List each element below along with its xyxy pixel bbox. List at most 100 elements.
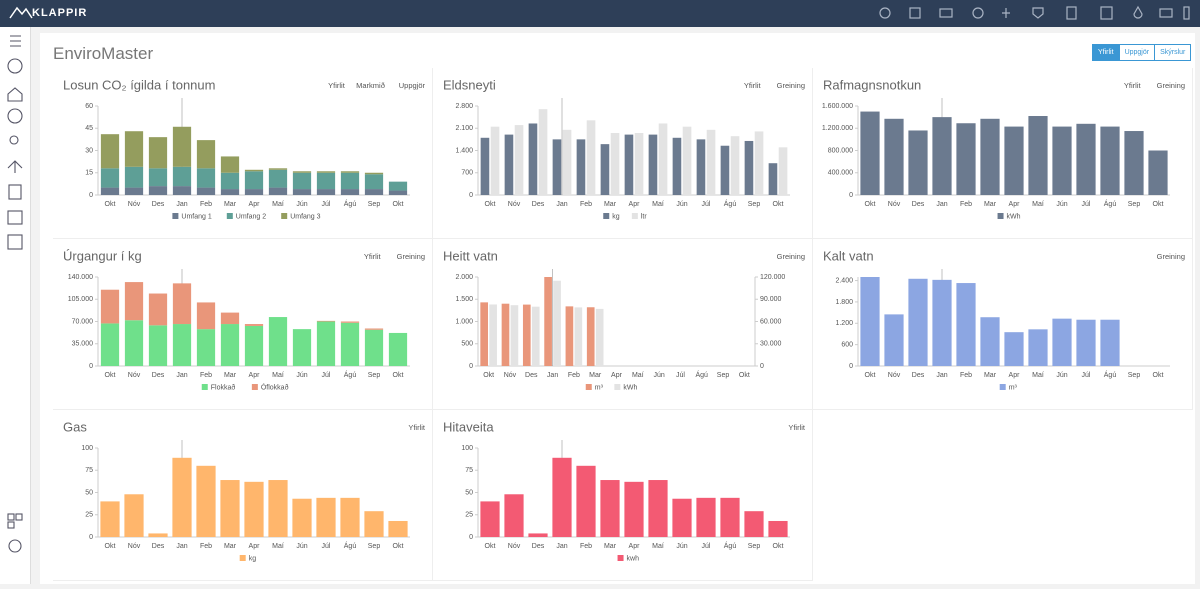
- bar: [565, 306, 574, 366]
- x-tick-label: Maí: [272, 543, 284, 550]
- x-tick-label: Maí: [652, 543, 664, 550]
- bar-segment: [172, 324, 192, 366]
- tab[interactable]: Yfirlit: [1092, 44, 1120, 61]
- x-tick-label: Mar: [224, 201, 237, 208]
- bar: [932, 279, 952, 366]
- legend-swatch: [281, 213, 288, 219]
- legend-swatch: [999, 384, 1006, 390]
- panel-link[interactable]: Greining: [777, 252, 805, 261]
- x-tick-label: Feb: [568, 372, 580, 379]
- bar: [504, 494, 524, 537]
- y-tick-label: 1.800: [835, 299, 853, 306]
- panel-link[interactable]: Yfirlit: [788, 423, 806, 432]
- bar-segment: [196, 329, 216, 366]
- x-tick-label: Feb: [200, 543, 212, 550]
- x-tick-label: Apr: [1009, 201, 1021, 208]
- chart-panel: Losun CO₂ ígilda í tonnum Uppgjör Markmið Y…: [53, 68, 433, 239]
- x-tick-label: Sep: [368, 201, 381, 208]
- x-tick-label: Sep: [717, 372, 730, 379]
- panel-link[interactable]: Yfirlit: [408, 423, 426, 432]
- x-tick-label: Feb: [200, 201, 212, 208]
- x-tick-label: Maí: [272, 372, 284, 379]
- top-icons: [879, 5, 1190, 20]
- y-tick-label: 0: [89, 192, 93, 199]
- chart-panel: Úrgangur í kg Greining Yfirlit 0 35.000 70.00…: [53, 239, 433, 410]
- x-tick-label: Júl: [322, 372, 331, 379]
- panel-link[interactable]: Yfirlit: [328, 81, 346, 90]
- y2-tick-label: 120.000: [760, 274, 785, 281]
- x-tick-label: Nóv: [128, 372, 141, 379]
- legend-swatch: [226, 213, 233, 219]
- x-tick-label: Apr: [249, 543, 261, 550]
- y-tick-label: 2.400: [835, 277, 853, 284]
- chart-panel: Hitaveita Yfirlit 0 25 50 75 100 Okt Nóv Des Jan Fe…: [433, 410, 813, 581]
- x-tick-label: Jún: [296, 543, 307, 550]
- x-tick-label: Sep: [368, 372, 381, 379]
- tab[interactable]: Skýrslur: [1154, 44, 1192, 61]
- x-tick-label: Mar: [604, 201, 617, 208]
- bar: [600, 144, 610, 195]
- panel-link[interactable]: Uppgjör: [399, 81, 426, 90]
- bar: [514, 125, 524, 195]
- y-tick-label: 2.100: [455, 125, 473, 132]
- bar: [586, 307, 595, 366]
- x-tick-label: Jún: [1056, 372, 1067, 379]
- y-tick-label: 0: [849, 192, 853, 199]
- x-tick-label: Des: [152, 543, 165, 550]
- bar: [552, 139, 562, 195]
- y-tick-label: 50: [465, 489, 473, 496]
- bar-segment: [316, 321, 336, 366]
- y-tick-label: 15: [85, 170, 93, 177]
- bar-segment: [292, 329, 312, 366]
- x-tick-label: Jan: [176, 201, 187, 208]
- x-tick-label: Apr: [611, 372, 623, 379]
- bar-segment: [220, 189, 240, 195]
- x-tick-label: Des: [532, 201, 545, 208]
- tab[interactable]: Uppgjör: [1118, 44, 1156, 61]
- bar: [480, 501, 500, 537]
- bar: [648, 134, 658, 195]
- bar: [553, 280, 561, 366]
- panel-link[interactable]: Yfirlit: [1124, 81, 1142, 90]
- y-tick-label: 1.200.000: [822, 125, 853, 132]
- bar-segment: [268, 168, 288, 170]
- tabs: Yfirlit Uppgjör Skýrslur: [1092, 44, 1192, 61]
- x-tick-label: Jún: [1056, 201, 1067, 208]
- x-tick-label: Feb: [580, 543, 592, 550]
- bar: [268, 480, 288, 537]
- bar-segment: [268, 187, 288, 195]
- bar-segment: [316, 320, 336, 322]
- panel-link[interactable]: Greining: [1157, 81, 1185, 90]
- panel-link[interactable]: Yfirlit: [744, 81, 762, 90]
- y-tick-label: 30: [85, 147, 93, 154]
- bar-segment: [292, 172, 312, 190]
- bar-segment: [124, 131, 144, 167]
- bar-segment: [220, 324, 240, 366]
- panel-link[interactable]: Greining: [397, 252, 425, 261]
- bar: [340, 497, 360, 537]
- bar-segment: [244, 189, 264, 195]
- panel-link[interactable]: Greining: [1157, 252, 1185, 261]
- bar-segment: [196, 187, 216, 195]
- bar: [124, 494, 144, 537]
- bar: [490, 126, 500, 195]
- logo[interactable]: KLAPPIR: [32, 7, 88, 19]
- bar-segment: [172, 126, 192, 167]
- x-tick-label: Apr: [249, 201, 261, 208]
- panel-link[interactable]: Yfirlit: [364, 252, 382, 261]
- x-tick-label: Okt: [105, 543, 116, 550]
- bar-segment: [316, 172, 336, 190]
- panel-link[interactable]: Greining: [777, 81, 805, 90]
- chart-panel: Rafmagnsnotkun Greining Yfirlit 0 400.000 800…: [813, 68, 1193, 239]
- x-tick-label: Mar: [604, 543, 617, 550]
- x-tick-label: Júl: [1082, 372, 1091, 379]
- x-tick-label: Ágú: [1104, 199, 1117, 208]
- x-tick-label: Sep: [748, 543, 761, 550]
- x-tick-label: Okt: [485, 201, 496, 208]
- bar: [576, 139, 586, 195]
- bar: [682, 126, 692, 195]
- panel-link[interactable]: Markmið: [356, 81, 385, 90]
- x-tick-label: Des: [525, 372, 538, 379]
- legend-swatch: [631, 213, 638, 219]
